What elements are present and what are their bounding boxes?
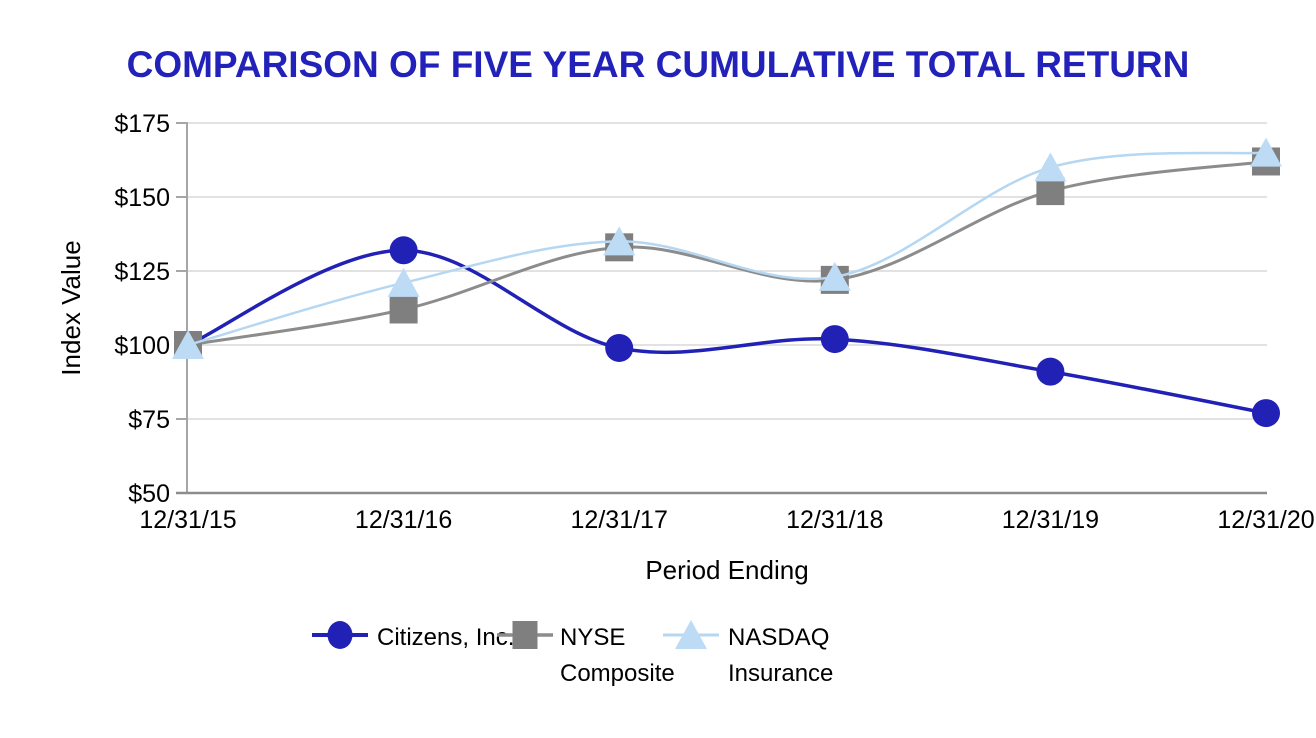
marker-triangle-nasdaq-insurance <box>603 226 636 256</box>
x-tick-label: 12/31/16 <box>355 506 452 534</box>
marker-circle-citizens-inc <box>820 325 849 354</box>
marker-triangle-nasdaq-insurance <box>818 261 851 291</box>
series-line-nyse-composite <box>186 159 1268 347</box>
y-tick-label: $50 <box>128 480 170 508</box>
marker-triangle-nasdaq-insurance <box>387 267 420 297</box>
marker-triangle-nasdaq-insurance <box>1250 137 1282 167</box>
marker-circle-citizens-inc <box>389 236 418 265</box>
legend-label-nasdaq-insurance: Insurance <box>728 660 833 687</box>
y-tick-label: $150 <box>114 184 170 212</box>
marker-circle-citizens-inc <box>1252 399 1280 428</box>
marker-circle-citizens-inc <box>605 333 634 362</box>
marker-triangle-nasdaq-insurance <box>172 330 204 359</box>
x-tick-label: 12/31/17 <box>571 506 668 534</box>
y-axis-title: Index Value <box>56 240 86 375</box>
marker-triangle-nasdaq-insurance <box>1034 152 1067 182</box>
y-tick-label: $125 <box>114 258 170 286</box>
y-tick-label: $100 <box>114 332 170 360</box>
legend-label-nyse-composite: NYSE <box>560 624 625 651</box>
y-tick-label: $175 <box>114 110 170 138</box>
marker-square-nyse-composite <box>1036 177 1065 206</box>
chart-title: COMPARISON OF FIVE YEAR CUMULATIVE TOTAL… <box>126 44 1190 85</box>
x-tick-label: 12/31/19 <box>1002 506 1099 534</box>
legend-marker-circle-citizens-inc <box>327 621 353 649</box>
marker-circle-citizens-inc <box>1036 357 1065 386</box>
series-line-nasdaq-insurance <box>186 151 1268 347</box>
y-tick-label: $75 <box>128 406 170 434</box>
x-tick-label: 12/31/20 <box>1217 506 1314 534</box>
legend-label-nyse-composite: Composite <box>560 660 675 687</box>
series-line-citizens-inc <box>186 248 1268 415</box>
legend-marker-square-nyse-composite <box>512 621 538 649</box>
legend-label-nasdaq-insurance: NASDAQ <box>728 624 829 651</box>
x-tick-label: 12/31/15 <box>139 506 236 534</box>
x-axis-title: Period Ending <box>645 555 808 585</box>
legend-marker-triangle-nasdaq-insurance <box>675 620 707 649</box>
x-tick-label: 12/31/18 <box>786 506 883 534</box>
legend-label-citizens-inc: Citizens, Inc. <box>377 624 514 651</box>
marker-square-nyse-composite <box>389 295 418 324</box>
